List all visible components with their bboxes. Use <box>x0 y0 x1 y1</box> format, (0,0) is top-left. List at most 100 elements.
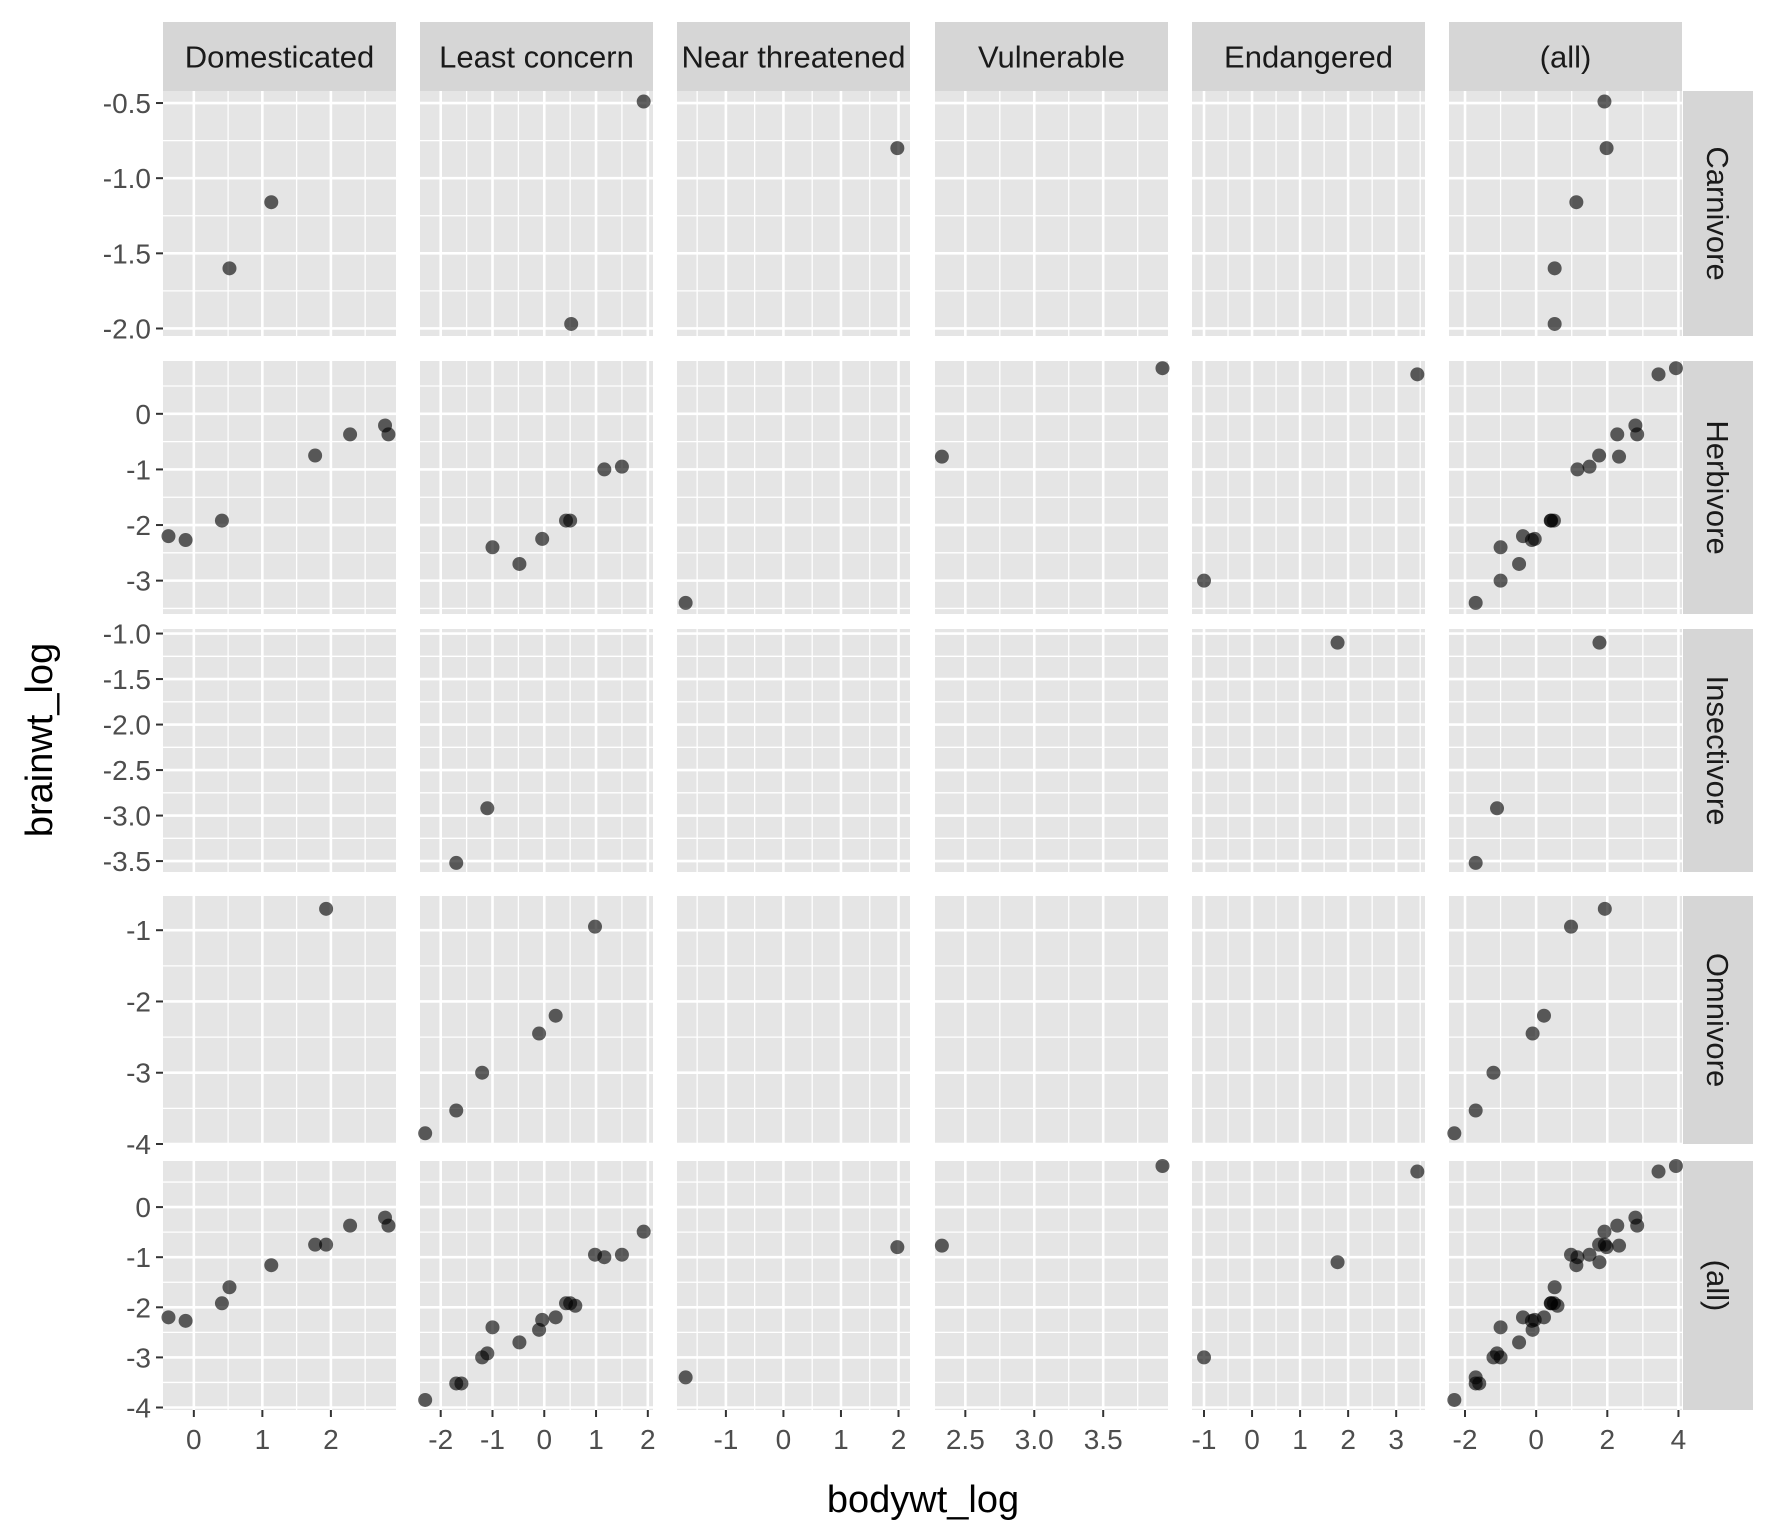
panel-insectivore-near-threatened <box>677 629 910 872</box>
data-point <box>1493 573 1508 588</box>
panel-all-least-concern <box>418 1161 653 1410</box>
data-point <box>1490 1346 1505 1361</box>
y-tick-label: -1.0 <box>103 619 151 650</box>
row-strip-bg <box>1683 91 1753 336</box>
data-point <box>532 1026 547 1041</box>
y-axis-herbivore: -3 -2 -1 0 <box>126 399 163 597</box>
column-strip-bg <box>1192 22 1425 91</box>
panel-carnivore-least-concern <box>420 91 653 336</box>
x-axis-vulnerable: 2.5 3.0 3.5 <box>946 1410 1123 1455</box>
data-point <box>418 1126 433 1141</box>
x-tick-label: 2 <box>323 1424 339 1455</box>
panel-insectivore-domesticated <box>163 629 396 872</box>
column-strip-vulnerable: Vulnerable <box>935 22 1168 91</box>
data-point <box>1610 427 1625 442</box>
data-point <box>1527 531 1542 546</box>
row-strip-bg <box>1683 361 1753 614</box>
row-strip-omnivore: Omnivore <box>1683 896 1753 1144</box>
panel-background <box>935 629 1168 872</box>
data-point <box>1536 1008 1551 1023</box>
panel-insectivore-endangered <box>1192 629 1425 872</box>
panel-background <box>1449 896 1682 1144</box>
panel-background <box>1449 91 1682 336</box>
row-strip-herbivore: Herbivore <box>1683 361 1753 614</box>
data-point <box>890 1240 905 1255</box>
x-tick-label: -1 <box>1192 1424 1217 1455</box>
data-point <box>512 556 527 571</box>
y-tick-label: -2.5 <box>103 755 151 786</box>
column-strip-bg <box>420 22 653 91</box>
x-tick-label: 3.5 <box>1084 1424 1123 1455</box>
data-point <box>535 1312 550 1327</box>
data-point <box>1410 367 1425 382</box>
panel-omnivore-least-concern <box>418 896 653 1146</box>
data-point <box>1330 1255 1345 1270</box>
column-strip-label: Vulnerable <box>978 40 1125 75</box>
data-point <box>597 462 612 477</box>
column-strip-label: (all) <box>1540 40 1592 75</box>
data-point <box>1410 1164 1425 1179</box>
panel-background <box>1449 1161 1682 1410</box>
data-point <box>1512 556 1527 571</box>
panel-carnivore-domesticated <box>163 91 396 336</box>
data-point <box>1597 1224 1612 1239</box>
panel-background <box>935 1161 1168 1410</box>
panel-herbivore-domesticated <box>161 361 396 614</box>
x-tick-label: -2 <box>1453 1424 1478 1455</box>
row-strip-label: Insectivore <box>1700 676 1735 826</box>
data-point <box>485 540 500 555</box>
column-strip-bg <box>677 22 910 91</box>
axis-layer: 0 1 2 -2 -1 0 1 2 -1 0 1 2 2.5 3.0 3.5 -1 0 1 2 3 -2 0 2 4-2.0-… <box>103 88 1686 1455</box>
panel-background <box>677 629 910 872</box>
y-tick-label: -3.0 <box>103 801 151 832</box>
panel-herbivore-near-threatened <box>677 361 910 614</box>
data-point <box>308 448 323 463</box>
data-point <box>1547 261 1562 276</box>
data-point <box>475 1065 490 1080</box>
data-point <box>1599 1240 1614 1255</box>
data-point <box>1668 1159 1683 1174</box>
data-point <box>264 195 279 210</box>
panel-insectivore-vulnerable <box>935 629 1168 872</box>
column-strip-label: Near threatened <box>681 40 905 75</box>
panel-carnivore-vulnerable <box>935 91 1168 336</box>
data-point <box>449 855 464 870</box>
data-point <box>1493 540 1508 555</box>
panel-omnivore-all <box>1447 896 1682 1146</box>
data-point <box>1486 1065 1501 1080</box>
data-point <box>1668 361 1683 376</box>
x-tick-label: 1 <box>833 1424 849 1455</box>
panel-background <box>677 361 910 614</box>
data-point <box>1599 141 1614 156</box>
data-point <box>178 1313 193 1328</box>
data-point <box>214 513 229 528</box>
column-strip-label: Domesticated <box>185 40 375 75</box>
strip-layer: Domesticated Least concern Near threatened… <box>163 22 1753 1410</box>
panel-omnivore-near-threatened <box>677 896 910 1146</box>
data-point <box>1490 801 1505 816</box>
y-axis-insectivore: -3.5 -3.0 -2.5 -2.0 -1.5 -1.0 <box>103 619 163 877</box>
column-strip-near-threatened: Near threatened <box>677 22 910 91</box>
data-point <box>222 1280 237 1295</box>
data-point <box>1447 1392 1462 1407</box>
x-axis-least-concern: -2 -1 0 1 2 <box>428 1410 656 1455</box>
row-strip-insectivore: Insectivore <box>1683 629 1753 872</box>
panel-background <box>1192 629 1425 872</box>
x-tick-label: 3 <box>1388 1424 1404 1455</box>
row-strip-bg <box>1683 1161 1753 1410</box>
data-point <box>1610 1218 1625 1233</box>
x-tick-label: -1 <box>480 1424 505 1455</box>
y-tick-label: -3 <box>126 566 151 597</box>
data-point <box>222 261 237 276</box>
y-axis-omnivore: -4 -3 -2 -1 <box>126 915 163 1160</box>
x-tick-label: -1 <box>713 1424 738 1455</box>
data-point <box>588 919 603 934</box>
data-point <box>535 531 550 546</box>
row-strip-bg <box>1683 896 1753 1144</box>
data-point <box>161 1310 176 1325</box>
data-point <box>1630 1218 1645 1233</box>
row-strip-bg <box>1683 629 1753 872</box>
data-point <box>1592 635 1607 650</box>
x-tick-label: 1 <box>1292 1424 1308 1455</box>
data-point <box>548 1310 563 1325</box>
